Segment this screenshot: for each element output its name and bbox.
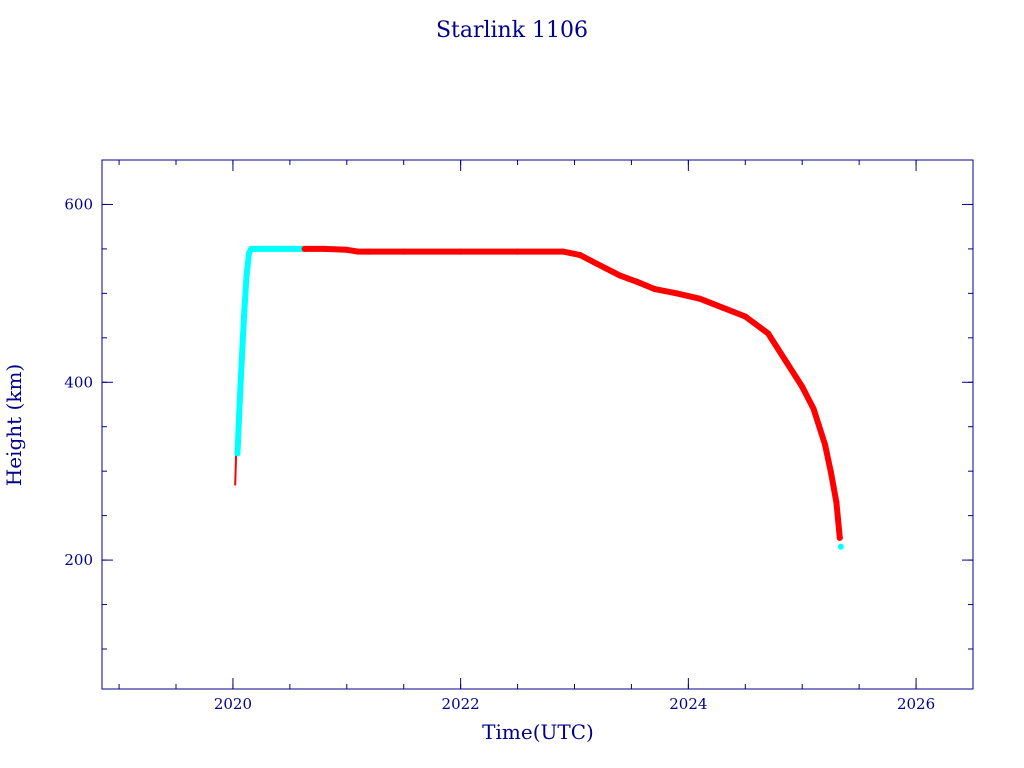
data-point [514,248,521,255]
data-point [577,252,584,259]
data-point [286,245,293,252]
data-point [301,245,308,252]
data-point [594,261,601,267]
data-point [321,245,327,252]
data-point [234,450,241,457]
data-point [674,290,680,297]
data-point [239,352,245,359]
data-point [827,468,834,475]
x-tick-label: 2026 [897,695,935,713]
data-point [243,272,250,279]
x-tick-label: 2022 [442,695,480,713]
data-point [560,248,567,255]
chart-title: Starlink 1106 [436,18,588,43]
x-tick-label: 2024 [669,695,707,713]
series-track [234,245,307,457]
data-point [234,483,237,486]
data-point [264,245,271,252]
data-point [248,245,255,252]
data-point [241,308,248,315]
data-point [457,248,464,255]
data-point [355,248,362,255]
series-4 [837,543,844,550]
tick-labels: 2020 2022 2024 2026 200 400 600 [64,195,935,713]
data-point [837,543,844,550]
series-track [301,245,843,541]
data-point [634,278,641,285]
data-point [833,499,840,506]
series-3 [301,245,843,541]
y-axis-label: Height (km) [2,364,26,486]
data-point [400,248,407,255]
data-point [799,383,806,390]
x-axis-label: Time(UTC) [482,720,594,744]
data-point [252,245,259,252]
y-tick-label: 200 [64,551,93,569]
data-point [765,330,772,337]
data-point [836,534,843,541]
data-point [275,245,282,252]
plot-frame [101,159,974,690]
data-point [810,405,817,412]
data-point [696,295,703,302]
data-point [617,272,623,279]
axis-ticks [102,159,974,689]
y-tick-label: 600 [64,195,93,213]
series-2 [234,245,307,457]
x-tick-label: 2020 [214,695,252,713]
data-point [651,285,658,292]
data-point [343,246,350,253]
data-point [782,357,789,363]
y-tick-label: 400 [64,373,93,391]
data-point [822,441,828,448]
data-point [719,304,726,311]
data-point [236,397,243,404]
data-point [742,313,749,320]
data-point [245,250,252,257]
data-marks [234,245,844,550]
data-point [366,248,373,255]
